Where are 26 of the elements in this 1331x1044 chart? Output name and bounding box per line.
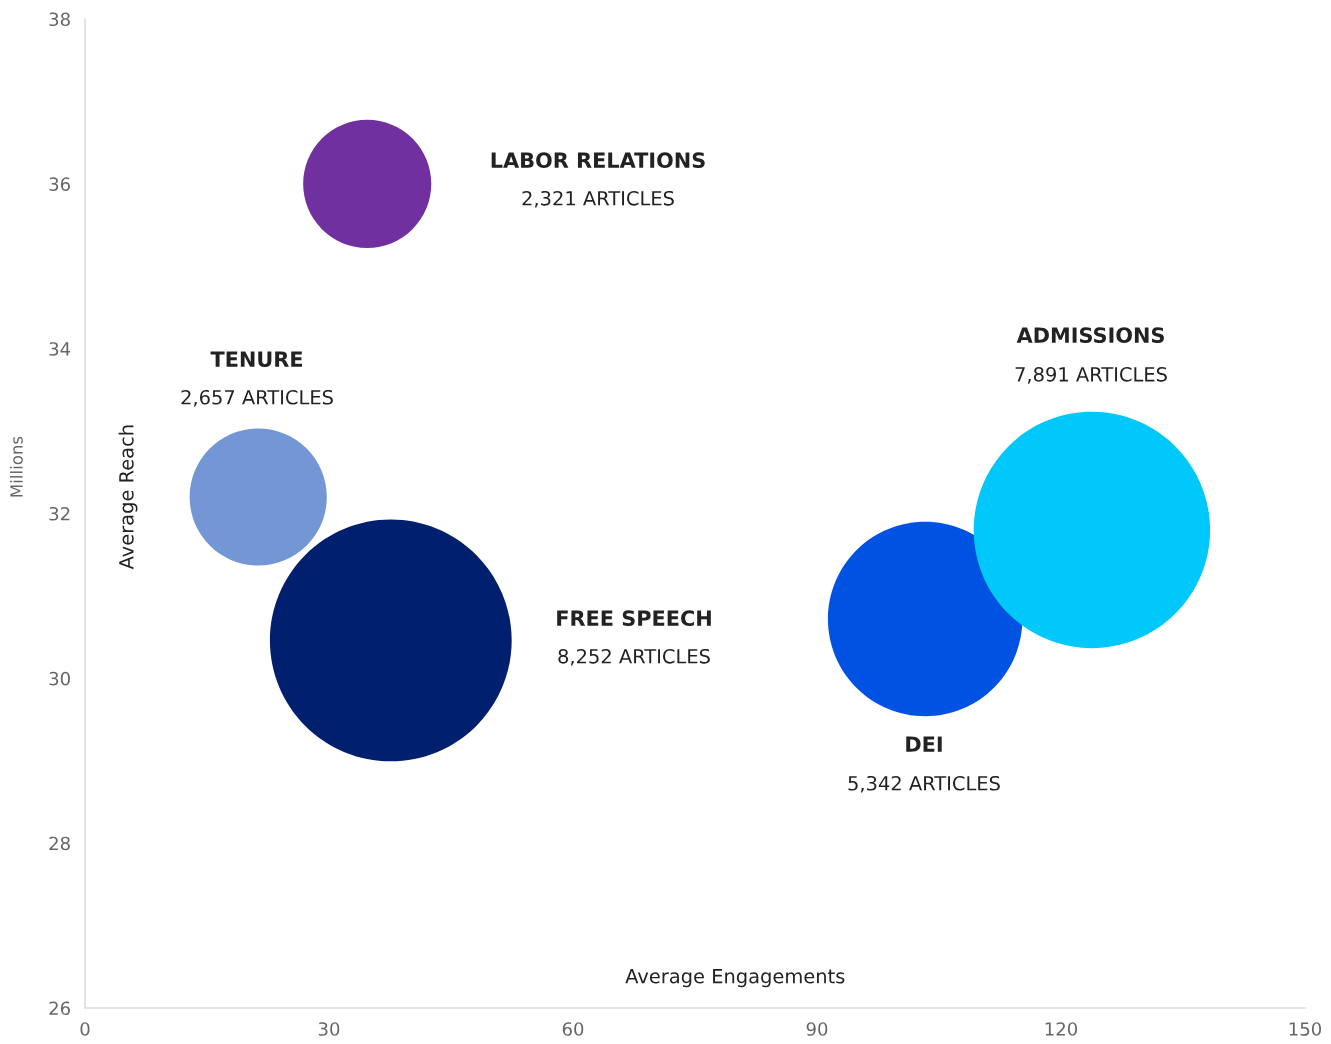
annotation: 2,321 ARTICLES — [522, 190, 674, 208]
annotation: 2,657 ARTICLES — [181, 389, 333, 407]
y-tick-label: 36 — [49, 177, 70, 191]
y-tick-label: 32 — [49, 506, 70, 521]
annotation: DEI — [906, 736, 942, 752]
annotation: LABOR RELATIONS — [491, 152, 705, 169]
x-tick-label: 120 — [1045, 1022, 1078, 1036]
x-tick-label: 0 — [80, 1022, 90, 1036]
x-axis-title: Average Engagements — [625, 969, 845, 988]
x-tick-label: 60 — [562, 1022, 584, 1036]
x-tick-label: 30 — [318, 1022, 340, 1036]
y-tick-label: 26 — [49, 1001, 70, 1016]
x-tick-label: 90 — [806, 1022, 828, 1036]
text: Millions — [9, 436, 23, 497]
annotation: ADMISSIONS — [1016, 327, 1164, 344]
y-tick-label: 34 — [49, 342, 71, 356]
annotation: TENURE — [210, 351, 303, 368]
y-tick-label: 28 — [49, 836, 70, 851]
annotation: 5,342 ARTICLES — [848, 775, 1000, 793]
annotation: 7,891 ARTICLES — [1015, 366, 1167, 384]
x-tick-label: 150 — [1289, 1022, 1322, 1036]
y-tick-label: 30 — [49, 671, 70, 686]
annotation: FREE SPEECH — [557, 610, 711, 627]
y-axis-title: Average Reach — [118, 425, 138, 570]
y-tick-label: 38 — [49, 12, 70, 27]
annotation: 8,252 ARTICLES — [558, 648, 710, 666]
